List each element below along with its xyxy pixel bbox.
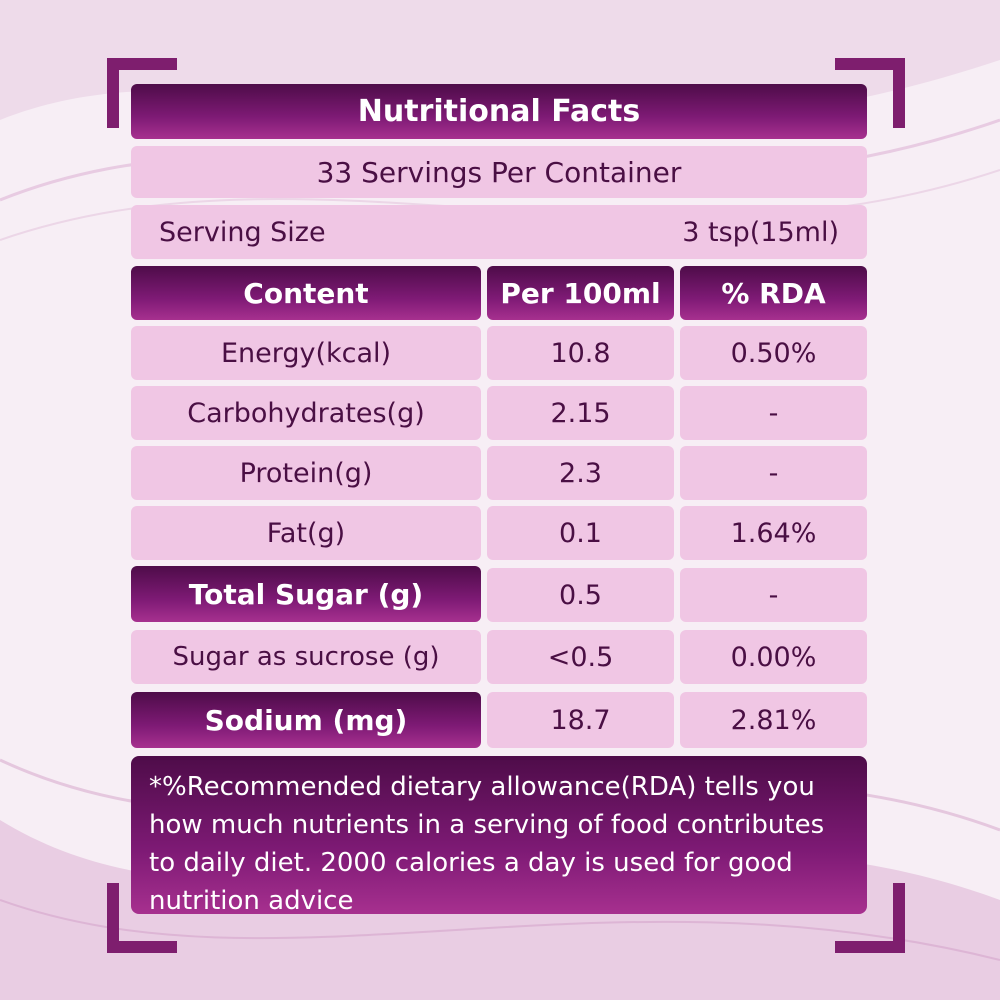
row-fat-rda: 1.64%: [680, 506, 867, 560]
frame-corner-bottom-right: [835, 883, 905, 953]
row-total-sugar-rda: -: [680, 568, 867, 622]
row-carbohydrates-per100: 2.15: [487, 386, 674, 440]
row-energy-name: Energy(kcal): [131, 326, 481, 380]
row-energy-rda: 0.50%: [680, 326, 867, 380]
frame-corner-top-left: [107, 58, 177, 128]
row-protein-per100: 2.3: [487, 446, 674, 500]
frame-corner-top-right: [835, 58, 905, 128]
frame-corner-bottom-left: [107, 883, 177, 953]
rda-footnote: *%Recommended dietary allowance(RDA) tel…: [131, 756, 867, 916]
row-total-sugar-per100: 0.5: [487, 568, 674, 622]
header-content: Content: [131, 266, 481, 320]
row-sodium-per100: 18.7: [487, 692, 674, 748]
row-sugar-sucrose-per100: <0.5: [487, 630, 674, 684]
row-protein-name: Protein(g): [131, 446, 481, 500]
header-rda: % RDA: [680, 266, 867, 320]
row-sugar-sucrose-name: Sugar as sucrose (g): [131, 630, 481, 684]
row-fat-name: Fat(g): [131, 506, 481, 560]
row-sodium-rda: 2.81%: [680, 692, 867, 748]
serving-size-label: Serving Size: [159, 216, 326, 248]
serving-size-row: Serving Size 3 tsp(15ml): [131, 205, 867, 259]
row-carbohydrates-name: Carbohydrates(g): [131, 386, 481, 440]
row-fat-per100: 0.1: [487, 506, 674, 560]
servings-per-container: 33 Servings Per Container: [131, 146, 867, 198]
table-title: Nutritional Facts: [131, 84, 867, 139]
row-energy-per100: 10.8: [487, 326, 674, 380]
row-sugar-sucrose-rda: 0.00%: [680, 630, 867, 684]
row-total-sugar-name: Total Sugar (g): [131, 566, 481, 622]
row-protein-rda: -: [680, 446, 867, 500]
row-carbohydrates-rda: -: [680, 386, 867, 440]
header-per-100ml: Per 100ml: [487, 266, 674, 320]
row-sodium-name: Sodium (mg): [131, 692, 481, 748]
serving-size-value: 3 tsp(15ml): [682, 216, 839, 248]
